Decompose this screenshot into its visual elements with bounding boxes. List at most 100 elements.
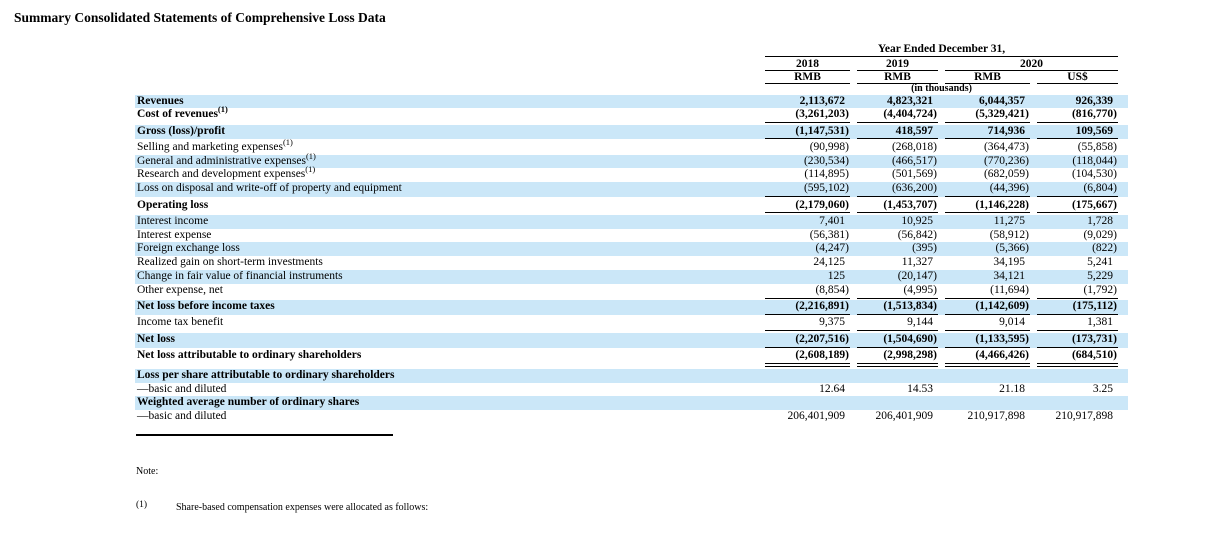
row-label: Weighted average number of ordinary shar… <box>135 396 758 410</box>
row-label-text: Cost of revenues <box>137 108 218 121</box>
table-row: Net loss (2,207,516) (1,504,690) (1,133,595… <box>135 332 1128 348</box>
value-cell: (636,200) <box>857 182 938 198</box>
value-cell: (90,998) <box>809 140 849 153</box>
value-cell <box>945 396 1030 410</box>
value-cell: (1,146,228) <box>945 199 1030 214</box>
value-cell: 6,044,357 <box>979 94 1025 107</box>
row-label: Net loss <box>135 333 758 348</box>
value-cell: (595,102) <box>765 182 850 198</box>
value-cell: (2,608,189) <box>765 349 850 367</box>
row-label: Realized gain on short-term investments <box>135 256 758 270</box>
row-label: Change in fair value of financial instru… <box>135 270 758 284</box>
row-label: Selling and marketing expenses(1) <box>135 138 758 155</box>
value-cell: (5,329,421) <box>945 108 1030 124</box>
row-label-text: Net loss before income taxes <box>137 300 275 313</box>
value-cell: 10,925 <box>901 214 933 227</box>
table-row: Loss on disposal and write-off of proper… <box>135 182 1128 198</box>
row-label-text: Other expense, net <box>137 283 223 296</box>
value-cell: 1,381 <box>1037 316 1118 332</box>
footnote-ref: (1) <box>217 104 228 115</box>
currency-header-row: RMB RMB RMB US$ <box>135 71 1128 84</box>
footnote-item: (1) Share-based compensation expenses wer… <box>136 500 429 513</box>
value-cell: 2,113,672 <box>799 94 845 107</box>
table-row: Income tax benefit 9,375 9,144 9,014 1,381 <box>135 316 1128 332</box>
row-label-text: General and administrative expenses <box>137 154 306 167</box>
value-cell: (466,517) <box>891 154 937 167</box>
note-heading: Note: <box>136 466 159 477</box>
table-header: Year Ended December 31, 2018 2019 2020 R… <box>135 43 1128 95</box>
row-label-text: Loss per share attributable to ordinary … <box>137 368 395 381</box>
value-cell: (230,534) <box>803 154 849 167</box>
row-label: Interest income <box>135 215 758 229</box>
row-label: Foreign exchange loss <box>135 242 758 256</box>
value-cell: 7,401 <box>819 214 845 227</box>
row-label: Research and development expenses(1) <box>135 164 758 182</box>
value-cell: 125 <box>827 270 845 283</box>
row-label-text: Selling and marketing expenses <box>137 140 283 153</box>
value-cell <box>765 396 850 410</box>
value-cell: (175,667) <box>1037 199 1118 214</box>
value-cell: 1,728 <box>1087 214 1113 227</box>
value-cell: (4,466,426) <box>945 349 1030 367</box>
value-cell: 926,339 <box>1075 94 1113 107</box>
currency-header-rmb-2018: RMB <box>765 71 850 84</box>
value-cell: (56,381) <box>809 228 849 241</box>
value-cell: 9,144 <box>857 316 938 332</box>
value-cell: (684,510) <box>1037 349 1118 367</box>
row-label-text: Interest expense <box>137 228 212 241</box>
footnote-ref: (1) <box>305 164 316 175</box>
value-cell: (9,029) <box>1083 228 1117 241</box>
footnote-divider <box>136 434 393 436</box>
row-label-text: Interest income <box>137 214 209 227</box>
row-label: Revenues <box>135 95 758 109</box>
row-label-text: Income tax benefit <box>137 316 224 329</box>
row-label: —basic and diluted <box>135 383 758 397</box>
row-label-text: —basic and diluted <box>137 382 227 395</box>
page-title: Summary Consolidated Statements of Compr… <box>14 10 386 25</box>
value-cell: 210,917,898 <box>967 410 1026 423</box>
value-cell: (1,142,609) <box>945 300 1030 315</box>
table-row: Gross (loss)/profit (1,147,531) 418,597 714… <box>135 124 1128 140</box>
value-cell: (6,804) <box>1037 182 1118 198</box>
value-cell: 206,401,909 <box>787 410 846 423</box>
row-label: Cost of revenues(1) <box>135 105 758 123</box>
footnote-text: Share-based compensation expenses were a… <box>176 502 429 513</box>
currency-header-rmb-2019: RMB <box>857 71 938 84</box>
footnote-ref: (1) <box>282 137 293 148</box>
value-cell: 11,275 <box>993 214 1025 227</box>
value-cell: (58,912) <box>989 228 1029 241</box>
row-label-text: Research and development expenses <box>137 168 306 181</box>
footnote-marker: (1) <box>136 500 148 510</box>
value-cell <box>1037 369 1118 383</box>
table-row: Change in fair value of financial instru… <box>135 270 1128 284</box>
value-cell: (1,792) <box>1037 284 1118 299</box>
row-label-text: Change in fair value of financial instru… <box>137 270 343 283</box>
value-cell: (1,504,690) <box>857 333 938 348</box>
value-cell: 5,241 <box>1087 256 1113 269</box>
value-cell: 34,195 <box>993 256 1025 269</box>
row-label: General and administrative expenses(1) <box>135 152 758 169</box>
value-cell: 210,917,898 <box>1055 410 1114 423</box>
table-row: Other expense, net (8,854) (4,995) (11,694)… <box>135 284 1128 299</box>
row-label: Loss per share attributable to ordinary … <box>135 369 758 383</box>
value-cell: 12.64 <box>819 382 845 395</box>
unit-note-row: (in thousands) <box>135 83 1128 95</box>
table-row: General and administrative expenses(1) (2… <box>135 152 1128 169</box>
row-label: Other expense, net <box>135 284 758 299</box>
financial-table: Year Ended December 31, 2018 2019 2020 R… <box>135 43 1128 424</box>
value-cell: (118,044) <box>1072 154 1117 167</box>
table-row: Weighted average number of ordinary shar… <box>135 396 1128 411</box>
value-cell: (2,216,891) <box>765 300 850 315</box>
row-label: Gross (loss)/profit <box>135 125 758 140</box>
table-body: Revenues 2,113,672 4,823,321 6,044,357 926,3… <box>135 94 1128 425</box>
table-row: —basic and diluted 12.64 14.53 21.18 3.25 <box>135 383 1128 397</box>
value-cell: (682,059) <box>983 168 1029 181</box>
value-cell: (56,842) <box>897 228 937 241</box>
value-cell: (770,236) <box>983 154 1029 167</box>
value-cell: (364,473) <box>983 140 1029 153</box>
value-cell: (173,731) <box>1037 333 1118 348</box>
year-header-2019: 2019 <box>857 57 938 71</box>
row-label-text: —basic and diluted <box>137 410 227 423</box>
value-cell: (114,895) <box>804 168 849 181</box>
value-cell: (55,858) <box>1077 140 1117 153</box>
